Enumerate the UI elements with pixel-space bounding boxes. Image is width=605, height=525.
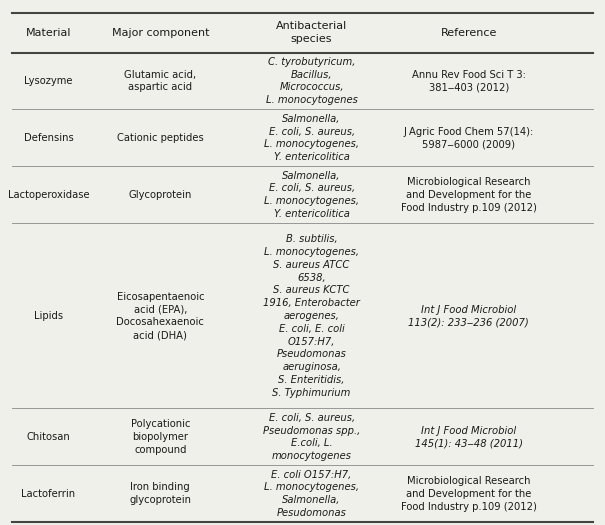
Text: E. coli, S. aureus,
Pseudomonas spp.,
E.coli, L.
monocytogenes: E. coli, S. aureus, Pseudomonas spp., E.…: [263, 413, 360, 461]
Text: Lactoferrin: Lactoferrin: [21, 489, 76, 499]
Text: Major component: Major component: [111, 28, 209, 38]
Text: Microbiological Research
and Development for the
Food Industry p.109 (2012): Microbiological Research and Development…: [401, 177, 537, 213]
Text: Glutamic acid,
aspartic acid: Glutamic acid, aspartic acid: [124, 70, 197, 92]
Text: Defensins: Defensins: [24, 133, 73, 143]
Text: Glycoprotein: Glycoprotein: [129, 190, 192, 200]
Text: Microbiological Research
and Development for the
Food Industry p.109 (2012): Microbiological Research and Development…: [401, 476, 537, 512]
Text: J Agric Food Chem 57(14):
5987‒6000 (2009): J Agric Food Chem 57(14): 5987‒6000 (200…: [404, 127, 534, 149]
Text: Antibacterial
species: Antibacterial species: [276, 21, 347, 45]
Text: Annu Rev Food Sci T 3:
381‒403 (2012): Annu Rev Food Sci T 3: 381‒403 (2012): [412, 70, 526, 92]
Text: Lysozyme: Lysozyme: [24, 76, 73, 86]
Text: Iron binding
glycoprotein: Iron binding glycoprotein: [129, 482, 191, 505]
Text: B. subtilis,
L. monocytogenes,
S. aureus ATCC
6538,
S. aureus KCTC
1916, Enterob: B. subtilis, L. monocytogenes, S. aureus…: [263, 234, 360, 398]
Text: Lactoperoxidase: Lactoperoxidase: [8, 190, 89, 200]
Text: Reference: Reference: [440, 28, 497, 38]
Text: E. coli O157:H7,
L. monocytogenes,
Salmonella,
Pesudomonas: E. coli O157:H7, L. monocytogenes, Salmo…: [264, 470, 359, 518]
Text: Int J Food Microbiol
113(2): 233‒236 (2007): Int J Food Microbiol 113(2): 233‒236 (20…: [408, 304, 529, 327]
Text: C. tyrobutyricum,
Bacillus,
Micrococcus,
L. monocytogenes: C. tyrobutyricum, Bacillus, Micrococcus,…: [266, 57, 358, 105]
Text: Polycationic
biopolymer
compound: Polycationic biopolymer compound: [131, 419, 190, 455]
Text: Material: Material: [25, 28, 71, 38]
Text: Cationic peptides: Cationic peptides: [117, 133, 204, 143]
Text: Lipids: Lipids: [34, 311, 63, 321]
Text: Int J Food Microbiol
145(1): 43‒48 (2011): Int J Food Microbiol 145(1): 43‒48 (2011…: [415, 426, 523, 448]
Text: Eicosapentaenoic
acid (EPA),
Docosahexaenoic
acid (DHA): Eicosapentaenoic acid (EPA), Docosahexae…: [116, 292, 204, 340]
Text: Chitosan: Chitosan: [27, 432, 70, 442]
Text: Salmonella,
E. coli, S. aureus,
L. monocytogenes,
Y. entericolitica: Salmonella, E. coli, S. aureus, L. monoc…: [264, 114, 359, 162]
Text: Salmonella,
E. coli, S. aureus,
L. monocytogenes,
Y. entericolitica: Salmonella, E. coli, S. aureus, L. monoc…: [264, 171, 359, 219]
